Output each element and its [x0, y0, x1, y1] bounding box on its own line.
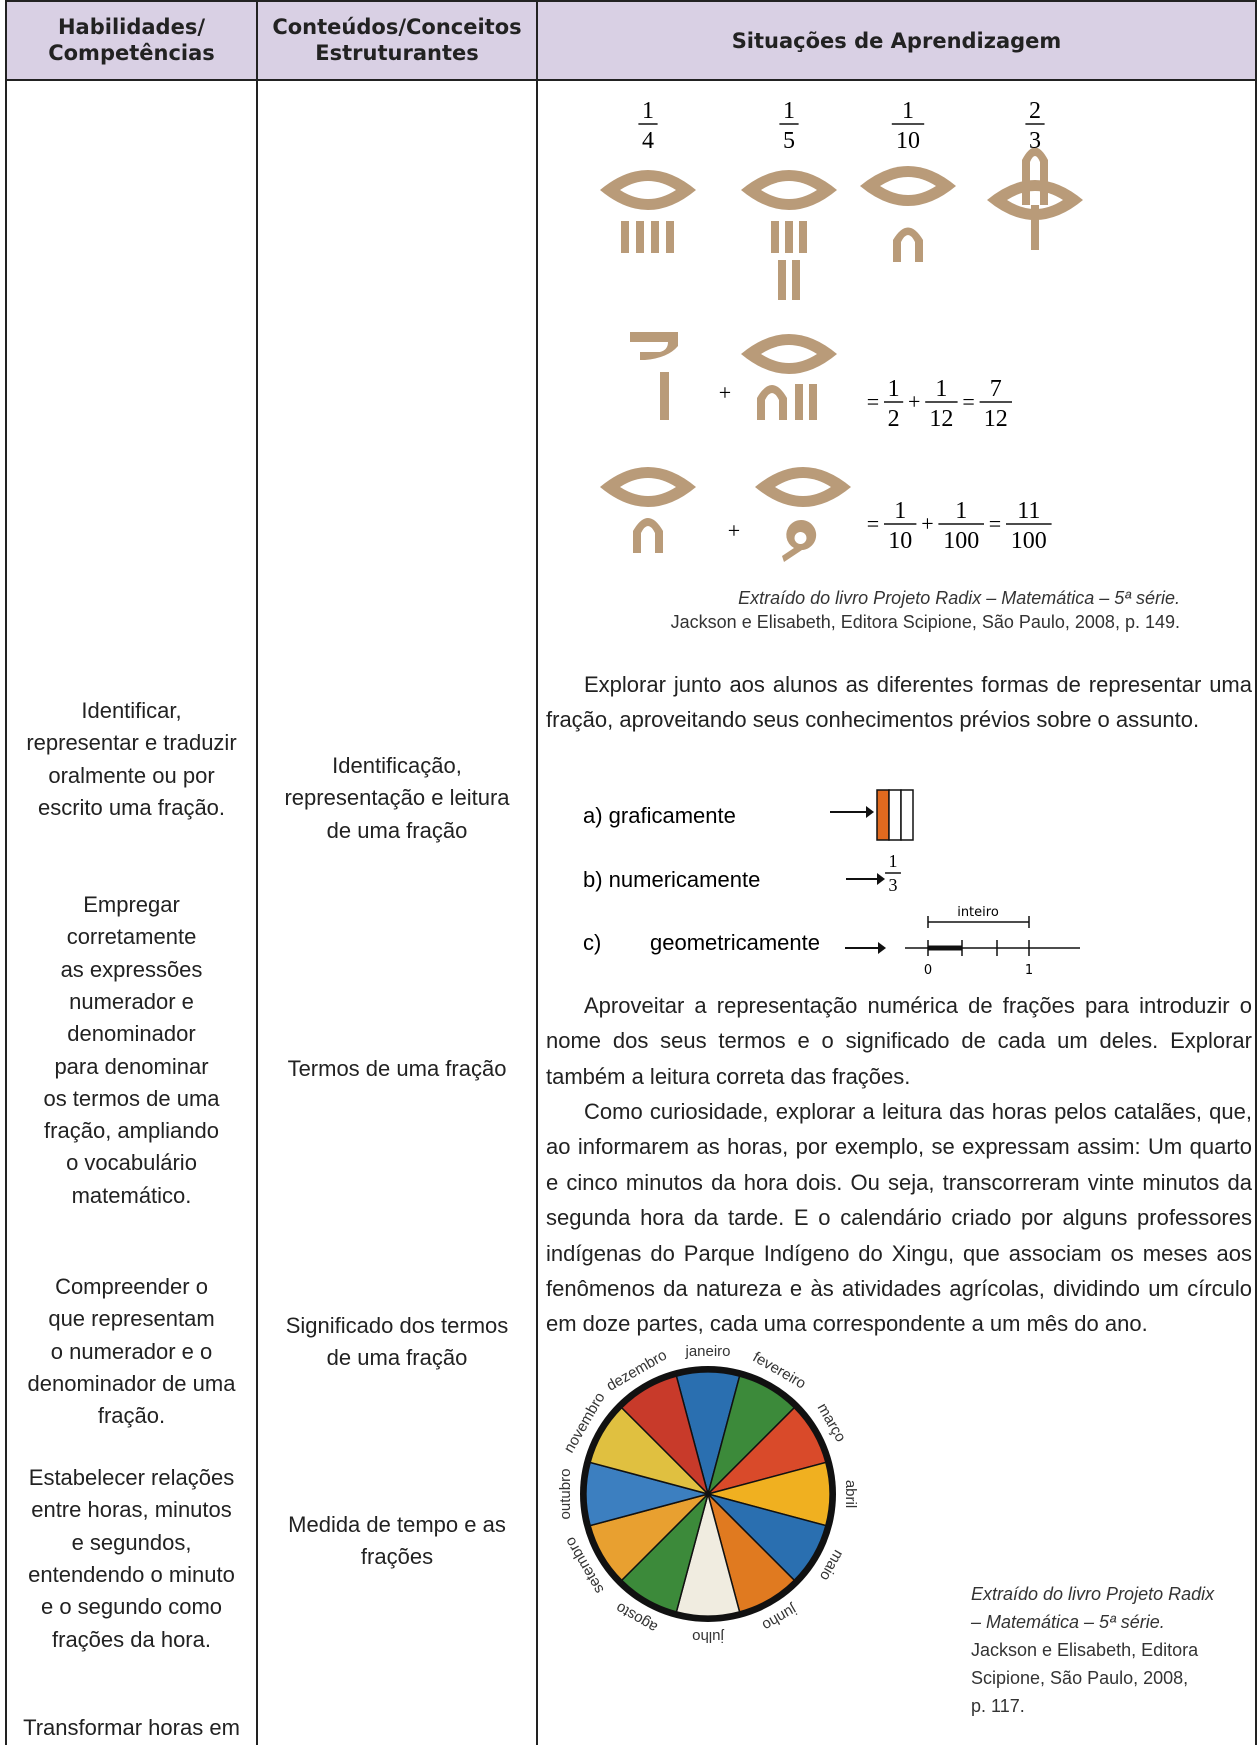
denominator: 2: [888, 406, 900, 432]
caption: Scipione, São Paulo, 2008,: [971, 1668, 1188, 1688]
number-line-label: inteiro: [957, 905, 999, 920]
skill-text: Transformar horas em: [23, 1715, 240, 1740]
header-text: Estruturantes: [315, 41, 479, 65]
numerator: 1: [955, 498, 967, 524]
paragraph: Aproveitar a representação numérica de f…: [546, 993, 1252, 1089]
skill-text: o numerador e o: [50, 1338, 213, 1364]
operator: =: [962, 389, 974, 414]
skill-text: escrito uma fração.: [37, 794, 226, 820]
denominator: 4: [642, 128, 654, 154]
skill-text: Empregar: [83, 892, 180, 917]
denominator: 12: [929, 406, 953, 432]
numerator: 1: [889, 851, 898, 871]
wheel-sector: [620, 1375, 710, 1497]
skill-text: matemático.: [71, 1182, 192, 1208]
skill-text: frações da hora.: [52, 1626, 211, 1652]
denominator: 100: [943, 528, 979, 554]
header-text: Situações de Aprendizagem: [731, 29, 1062, 53]
content-text: Identificação,: [332, 753, 462, 778]
content-text: Significado dos termos: [285, 1313, 509, 1338]
denominator: 12: [984, 406, 1008, 432]
skill-text: representar e traduzir: [26, 730, 237, 756]
content-text: de uma fração: [326, 1345, 468, 1371]
caption: Jackson e Elisabeth, Editora: [971, 1640, 1199, 1660]
skill-text: Estabelecer relações: [28, 1465, 235, 1490]
denominator: 10: [888, 528, 912, 554]
skill-text: e segundos,: [71, 1529, 192, 1555]
denominator: 10: [896, 128, 920, 154]
skill-text: entre horas, minutos: [31, 1497, 232, 1523]
month-label: outubro: [557, 1469, 574, 1520]
header-text: Habilidades/: [57, 15, 206, 39]
caption-italic: – Matemática – 5ª série.: [970, 1612, 1165, 1632]
caption: p. 117.: [971, 1696, 1025, 1716]
numerator: 1: [642, 98, 654, 124]
skill-text: e o segundo como: [40, 1594, 223, 1620]
operator: +: [921, 511, 933, 536]
operator: +: [908, 389, 920, 414]
header-text: Conteúdos/Conceitos: [272, 15, 522, 39]
numerator: 1: [894, 498, 906, 524]
skill-text: que representam: [48, 1306, 215, 1332]
skill-text: os termos de uma: [43, 1085, 220, 1111]
skill-text: fração, ampliando: [44, 1118, 219, 1144]
skill-text: numerador e: [69, 988, 194, 1014]
content-text: de uma fração: [326, 817, 468, 843]
skill-text: denominador: [67, 1021, 196, 1047]
plus: +: [719, 380, 731, 405]
number-line-label: 0: [924, 963, 932, 978]
denominator: 3: [1029, 128, 1041, 154]
skill-text: o vocabulário: [66, 1150, 197, 1176]
list-item: c): [583, 930, 601, 955]
content-text: frações: [360, 1544, 434, 1570]
operator: =: [867, 389, 879, 414]
operator: =: [867, 511, 879, 536]
skill-text: oralmente ou por: [48, 762, 215, 788]
skill-text: corretamente: [66, 924, 197, 950]
skill-text: entendendo o minuto: [28, 1561, 235, 1587]
hieroglyphs: [600, 147, 1083, 562]
list-item: a) graficamente: [583, 803, 736, 828]
operator: =: [989, 511, 1001, 536]
skill-text: Identificar,: [81, 698, 182, 723]
header-background: [6, 1, 1256, 80]
content-text: Termos de uma fração: [287, 1056, 507, 1081]
plus: +: [728, 518, 740, 543]
calendar-wheel: janeiro fevereiromarçoabrilmaiojunhojulho…: [557, 1343, 859, 1645]
denominator: 5: [783, 128, 795, 154]
numerator: 1: [888, 376, 900, 402]
numerator: 7: [990, 376, 1002, 402]
list-item: geometricamente: [650, 930, 820, 955]
content-text: Medida de tempo e as: [288, 1512, 506, 1537]
numerator: 2: [1029, 98, 1041, 124]
content-text: representação e leitura: [284, 785, 510, 811]
numerator: 1: [783, 98, 795, 124]
skill-text: para denominar: [54, 1053, 209, 1079]
denominator: 100: [1011, 528, 1047, 554]
skill-text: fração.: [97, 1403, 166, 1429]
caption: Jackson e Elisabeth, Editora Scipione, S…: [671, 612, 1180, 632]
month-label: abril: [842, 1480, 859, 1508]
graphic-representation: [830, 789, 1080, 956]
month-label: julho: [692, 1628, 725, 1645]
table-borders: [5, 0, 1257, 1745]
list-item: b) numericamente: [583, 867, 760, 892]
caption-italic: Extraído do livro Projeto Radix: [971, 1584, 1215, 1604]
numerator: 1: [902, 98, 914, 124]
denominator: 3: [889, 875, 898, 895]
caption-italic: Extraído do livro Projeto Radix – Matemá…: [738, 588, 1180, 608]
number-line-label: 1: [1025, 963, 1033, 978]
numerator: 1: [935, 376, 947, 402]
skill-text: as expressões: [60, 956, 203, 982]
month-label: janeiro: [684, 1343, 730, 1360]
paragraph: Explorar junto aos alunos as diferentes …: [546, 672, 1252, 733]
skill-text: denominador de uma: [27, 1370, 236, 1396]
header-text: Competências: [48, 41, 215, 65]
paragraph: Como curiosidade, explorar a leitura das…: [546, 1099, 1252, 1337]
skill-text: Compreender o: [55, 1274, 208, 1299]
numerator: 11: [1017, 498, 1040, 524]
